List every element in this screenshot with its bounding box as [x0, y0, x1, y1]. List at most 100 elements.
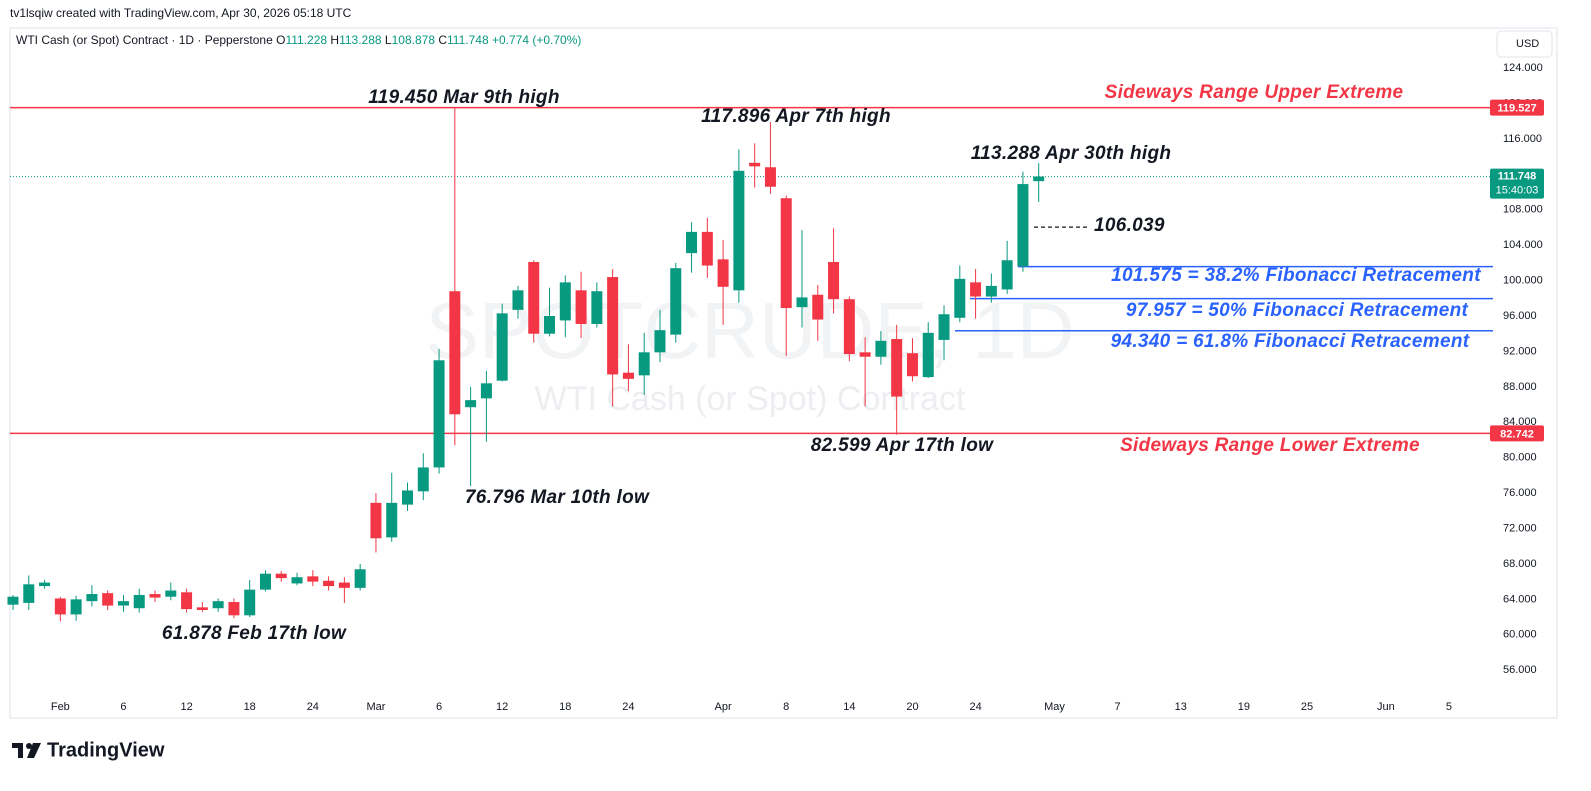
candle	[449, 108, 461, 446]
y-tick-label: 100.000	[1503, 274, 1543, 286]
candle-body	[70, 599, 82, 615]
candle-body	[275, 573, 287, 579]
candle-body	[591, 291, 603, 324]
candle	[354, 563, 366, 591]
candle-body	[733, 170, 745, 291]
candle	[512, 285, 524, 319]
candle-body	[954, 278, 966, 318]
x-tick-label: 8	[783, 701, 789, 713]
candle	[496, 303, 508, 382]
candle	[591, 282, 603, 328]
candle	[402, 482, 413, 511]
annotation: 76.796 Mar 10th low	[465, 487, 650, 508]
y-tick-label: 72.000	[1503, 522, 1537, 534]
candle	[938, 305, 950, 361]
y-tick-label: 68.000	[1503, 558, 1537, 570]
y-tick-label: 76.000	[1503, 487, 1537, 499]
ohlc-value: 111.748	[447, 33, 489, 47]
annotation: 61.878 Feb 17th low	[162, 623, 347, 644]
candle	[465, 386, 477, 487]
brand-logo	[12, 743, 41, 758]
candle-body	[1001, 260, 1013, 290]
candle-body	[764, 167, 776, 187]
candle-body	[212, 601, 224, 609]
x-tick-label: May	[1044, 701, 1065, 713]
candle	[117, 594, 129, 612]
candle	[1033, 162, 1045, 202]
x-tick-label: 24	[307, 701, 319, 713]
candle-body	[607, 277, 619, 375]
x-tick-label: 14	[843, 701, 855, 713]
candle	[575, 271, 587, 339]
candle-body	[812, 294, 824, 320]
candle-body	[86, 594, 98, 602]
candle	[970, 269, 982, 319]
ohlc-key: O	[276, 33, 285, 47]
candle	[528, 260, 540, 343]
x-tick-label: 5	[1446, 701, 1452, 713]
candle	[828, 228, 840, 314]
level-price-label: 119.527	[1497, 103, 1536, 115]
chart-pane	[9, 27, 1558, 719]
candle	[622, 344, 634, 392]
candle-body	[244, 589, 256, 616]
y-tick-label: 88.000	[1503, 381, 1537, 393]
logo-mark	[26, 743, 32, 749]
ohlc-key: C	[438, 33, 447, 47]
candle	[686, 222, 698, 273]
x-tick-label: 25	[1301, 701, 1313, 713]
candle-body	[701, 231, 713, 266]
level-price-label: 82.742	[1500, 428, 1534, 440]
x-tick-label: 6	[436, 701, 442, 713]
candle-body	[102, 593, 114, 606]
candle-body	[449, 291, 461, 415]
candle	[780, 195, 792, 356]
candle	[1017, 171, 1029, 272]
currency-button[interactable]	[1496, 30, 1553, 58]
x-tick-label: 6	[120, 701, 126, 713]
candle-body	[1017, 184, 1029, 267]
candle	[23, 575, 35, 610]
x-tick-label: 24	[969, 701, 981, 713]
candle-body	[528, 261, 540, 334]
candle-body	[149, 594, 161, 598]
candle-body	[780, 198, 792, 309]
candle	[165, 582, 177, 601]
level-price-box	[1490, 99, 1544, 116]
candle-body	[906, 353, 918, 377]
x-tick-label: 24	[622, 701, 634, 713]
candle-body	[165, 590, 177, 597]
currency[interactable]: USD	[1516, 38, 1539, 50]
candle	[654, 309, 666, 363]
candle	[39, 579, 51, 589]
x-tick-label: Apr	[715, 701, 732, 713]
candle-body	[228, 602, 240, 616]
logo-mark	[27, 743, 41, 758]
last-price-box	[1490, 168, 1544, 199]
candle	[70, 595, 82, 621]
candle-body	[496, 313, 508, 381]
candle	[275, 571, 287, 582]
candle-body	[370, 502, 382, 539]
candle	[196, 602, 208, 612]
candle-body	[843, 299, 855, 355]
candle-body	[181, 592, 193, 610]
candle	[212, 598, 224, 612]
ohlc-value: 108.878	[392, 33, 436, 47]
candle	[906, 338, 918, 382]
x-tick-label: Feb	[51, 701, 70, 713]
fib-label: 94.340 = 61.8% Fibonacci Retracement	[1111, 331, 1470, 352]
candle	[386, 472, 398, 542]
candle-body	[354, 569, 366, 588]
candle	[1001, 240, 1013, 294]
x-tick-label: Jun	[1377, 701, 1395, 713]
candle-body	[7, 596, 19, 605]
candle	[812, 285, 824, 341]
change: +0.774 (+0.70%)	[492, 33, 581, 47]
candle-body	[54, 598, 66, 615]
candle	[149, 590, 161, 603]
ohlc-value: 113.288	[339, 33, 382, 47]
candle-body	[1033, 176, 1045, 182]
candle	[954, 265, 966, 323]
